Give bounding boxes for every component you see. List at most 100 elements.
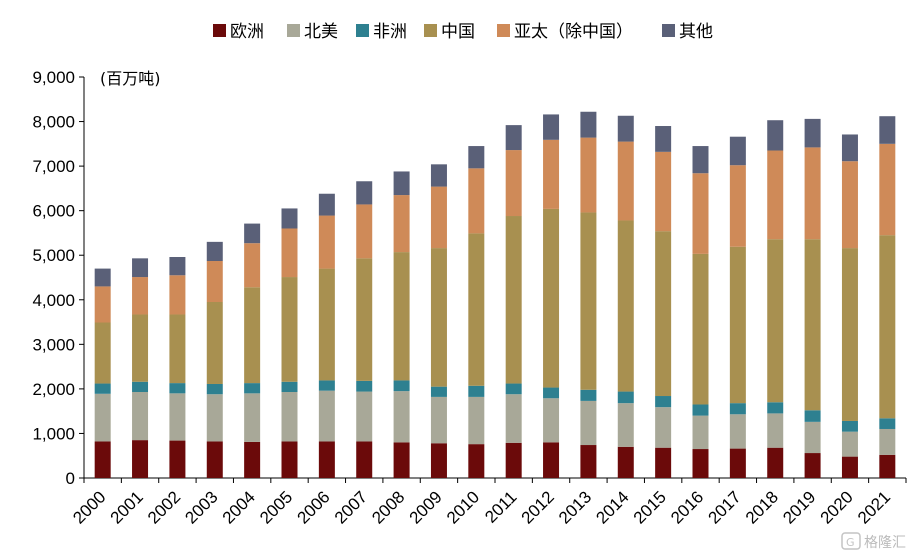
bar-segment-series-2 <box>281 381 298 393</box>
bar-segment-series-3 <box>729 246 746 404</box>
bar-segment-series-2 <box>841 420 858 432</box>
bar-stack-2018 <box>767 120 784 478</box>
bar-segment-series-5 <box>393 171 410 196</box>
bar-segment-series-2 <box>430 386 447 397</box>
bar-segment-series-1 <box>543 398 560 443</box>
bar-segment-series-5 <box>841 134 858 162</box>
bar-segment-series-0 <box>580 445 597 478</box>
legend-swatch-4 <box>497 24 510 37</box>
bar-segment-series-1 <box>132 392 149 441</box>
bar-segment-series-4 <box>206 261 223 303</box>
bar-segment-series-5 <box>543 114 560 140</box>
bar-segment-series-1 <box>767 413 784 448</box>
bar-stack-2005 <box>281 208 298 478</box>
bar-segment-series-4 <box>244 243 261 288</box>
bar-segment-series-1 <box>505 394 522 443</box>
bar-segment-series-5 <box>580 111 597 138</box>
bar-segment-series-2 <box>356 380 373 392</box>
bar-segment-series-0 <box>767 447 784 478</box>
y-tick-label: 1,000 <box>32 424 75 443</box>
bar-segment-series-2 <box>580 389 597 401</box>
bar-segment-series-3 <box>543 208 560 388</box>
bar-segment-series-2 <box>505 383 522 395</box>
bar-segment-series-2 <box>729 403 746 415</box>
bar-segment-series-0 <box>543 442 560 478</box>
bar-segment-series-3 <box>132 314 149 382</box>
x-tick-label: 2014 <box>592 487 632 527</box>
bar-segment-series-3 <box>94 322 111 384</box>
bar-segment-series-5 <box>132 258 149 278</box>
watermark-text: 格隆汇 <box>864 535 906 551</box>
legend-label-0: 欧洲 <box>230 22 264 42</box>
bar-segment-series-4 <box>318 215 335 269</box>
bar-segment-series-3 <box>281 277 298 382</box>
bar-segment-series-2 <box>617 391 634 404</box>
y-axis: 0 1,000 2,000 3,000 4,000 5,000 6,000 7,000 8,00… <box>32 68 85 488</box>
watermark: G 格隆汇 <box>841 532 906 551</box>
y-tick-label: 6,000 <box>32 202 75 221</box>
bar-segment-series-4 <box>132 277 149 315</box>
bar-segment-series-4 <box>468 168 485 234</box>
bar-segment-series-4 <box>655 151 672 232</box>
bar-stack-2014 <box>617 115 634 478</box>
bar-segment-series-4 <box>169 275 186 315</box>
x-tick-label: 2010 <box>443 487 483 527</box>
bar-segment-series-5 <box>468 146 485 169</box>
bar-stack-2015 <box>655 126 672 478</box>
legend-swatch-5 <box>662 24 675 37</box>
x-tick-label: 2005 <box>256 487 296 527</box>
legend-label-3: 中国 <box>441 22 475 42</box>
bar-segment-series-0 <box>692 449 709 478</box>
bar-segment-series-0 <box>430 443 447 478</box>
bar-segment-series-5 <box>430 164 447 187</box>
watermark-logo-icon <box>841 532 861 550</box>
bar-segment-series-3 <box>206 302 223 384</box>
bar-segment-series-5 <box>281 208 298 229</box>
legend-swatch-1 <box>287 24 300 37</box>
bar-segment-series-3 <box>655 231 672 397</box>
bar-segment-series-2 <box>94 383 111 394</box>
bar-stack-2016 <box>692 146 709 478</box>
bar-segment-series-1 <box>318 390 335 442</box>
bar-segment-series-0 <box>468 444 485 478</box>
legend-label-1: 北美 <box>304 22 338 42</box>
bar-segment-series-0 <box>318 441 335 478</box>
bar-stack-2009 <box>430 164 447 478</box>
bar-segment-series-1 <box>244 393 261 442</box>
bar-stack-2017 <box>729 136 746 478</box>
bar-segment-series-5 <box>617 115 634 142</box>
bar-segment-series-3 <box>169 314 186 384</box>
bar-segment-series-4 <box>281 228 298 278</box>
bar-segment-series-2 <box>655 396 672 408</box>
bar-segment-series-0 <box>281 441 298 478</box>
bar-segment-series-2 <box>767 402 784 414</box>
bar-segment-series-5 <box>169 257 186 276</box>
bar-stack-2021 <box>879 116 896 478</box>
bar-segment-series-2 <box>804 410 821 422</box>
y-tick-label: 3,000 <box>32 335 75 354</box>
bar-segment-series-1 <box>430 396 447 444</box>
bar-segment-series-2 <box>468 385 485 397</box>
bar-segment-series-5 <box>244 223 261 244</box>
y-tick-label: 5,000 <box>32 246 75 265</box>
bar-segment-series-3 <box>318 268 335 381</box>
y-tick-label: 0 <box>66 469 75 488</box>
watermark-logo-glyph: G <box>846 536 855 549</box>
bar-segment-series-3 <box>617 220 634 392</box>
bar-segment-series-4 <box>767 150 784 240</box>
y-tick-label: 2,000 <box>32 380 75 399</box>
bar-segment-series-0 <box>655 447 672 478</box>
bar-segment-series-1 <box>617 403 634 447</box>
x-tick-label: 2017 <box>705 487 745 527</box>
bar-segment-series-4 <box>804 147 821 240</box>
x-tick-label: 2004 <box>219 487 259 527</box>
bar-stack-2003 <box>206 241 223 478</box>
bar-segment-series-3 <box>430 248 447 387</box>
x-tick-label: 2012 <box>518 487 558 527</box>
bar-segment-series-0 <box>729 448 746 478</box>
bar-segment-series-1 <box>729 414 746 449</box>
x-tick-label: 2018 <box>742 487 782 527</box>
bar-segment-series-1 <box>169 393 186 441</box>
bar-segment-series-4 <box>505 150 522 217</box>
legend-swatch-2 <box>356 24 369 37</box>
